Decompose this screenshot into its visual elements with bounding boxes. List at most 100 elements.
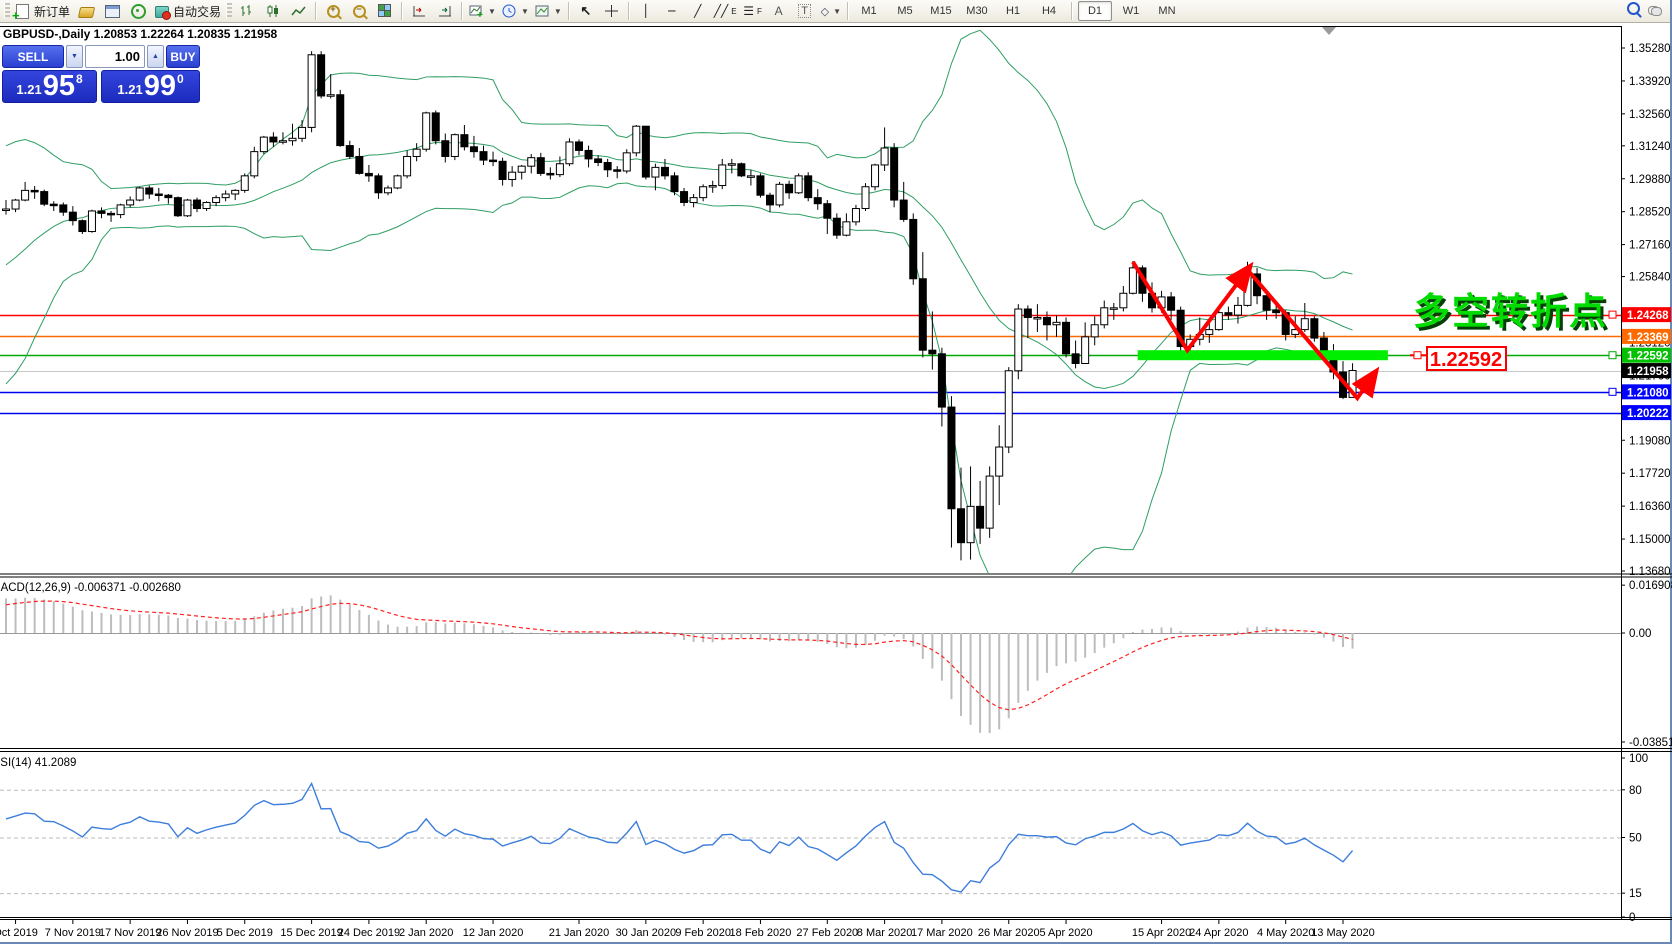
svg-text:1.27160: 1.27160 [1629,240,1671,252]
fibonacci-button[interactable]: ☰ F [743,4,762,18]
buy-button[interactable]: BUY [166,45,200,68]
auto-scroll-button[interactable] [432,1,458,21]
new-order-button[interactable]: + 新订单 [12,1,73,22]
volume-input[interactable] [85,45,145,68]
timeframe-h1-button[interactable]: H1 [1005,5,1021,17]
toolbar-grip[interactable] [226,3,233,19]
svg-text:9 Feb 2020: 9 Feb 2020 [675,927,731,939]
zoom-out-icon: − [352,4,366,18]
svg-text:+: + [477,10,483,18]
timeframe-d1-button[interactable]: D1 [1077,1,1112,21]
horizontal-price-lines[interactable] [0,314,1621,415]
candlestick-chart-button[interactable] [260,1,286,21]
timeframe-m1-button[interactable]: M1 [861,5,877,17]
chevron-down-icon: ▼ [833,6,841,16]
bid-big-digits: 95 [42,70,75,102]
tile-windows-icon [377,3,393,19]
ask-prefix: 1.21 [117,82,143,97]
price-axis[interactable]: 1.35280 1.33920 1.32560 1.31240 1.29880 1.285… [1608,43,1672,924]
svg-text:1.33920: 1.33920 [1629,76,1671,88]
crosshair-button[interactable] [599,1,625,21]
svg-text:1.21080: 1.21080 [1627,387,1669,399]
price-tag-box[interactable] [1426,346,1507,371]
equidistant-channel-button[interactable]: ╱╱ E [713,4,737,18]
chart-shift-icon [412,6,425,17]
bollinger-bands [5,29,1353,573]
text-label-button[interactable]: T [792,1,818,21]
zoom-in-button[interactable]: + [320,1,346,21]
tile-windows-button[interactable] [372,1,398,21]
svg-text:1.20222: 1.20222 [1627,408,1669,420]
bar-chart-icon [240,5,251,16]
volume-increase-button[interactable]: ▲ [147,45,164,68]
market-watch-icon [77,3,96,19]
terminal-button[interactable] [125,1,151,21]
horizontal-line-button[interactable]: ─ [659,1,685,21]
turning-point-shadow: 多空转折点 [1416,294,1611,335]
ask-price-box[interactable]: 1.21 99 0 [101,70,200,103]
cursor-button[interactable]: ↖ [573,1,599,21]
bid-price-box[interactable]: 1.21 95 8 [2,70,98,103]
support-zone-bar[interactable] [1137,350,1388,361]
line-chart-button[interactable] [286,1,312,21]
svg-text:1.17720: 1.17720 [1629,468,1671,480]
indicators-button[interactable]: + ▼ [466,1,499,21]
text-icon: A [774,4,783,18]
svg-text:8 Mar 2020: 8 Mar 2020 [857,927,913,939]
svg-text:26 Nov 2019: 26 Nov 2019 [156,927,218,939]
timeframe-m5-button[interactable]: M5 [897,5,913,17]
bar-chart-button[interactable] [234,1,260,21]
svg-text:0.00: 0.00 [1629,628,1651,640]
svg-text:5 Apr 2020: 5 Apr 2020 [1039,927,1092,939]
zoom-out-button[interactable]: − [346,1,372,21]
bid-pip-digit: 8 [75,72,83,86]
trend-arrow-down[interactable] [1245,268,1380,402]
autotrading-button[interactable]: 自动交易 [151,1,224,21]
svg-text:1.28520: 1.28520 [1629,207,1671,219]
auto-scroll-icon [438,6,451,17]
autotrading-icon [154,3,172,20]
timeframe-m15-button[interactable]: M15 [930,5,952,17]
periods-button[interactable]: ▼ [499,1,532,21]
trendline-button[interactable]: ╱ [685,1,711,21]
svg-text:1.22592: 1.22592 [1627,351,1669,363]
arrows-button[interactable]: ◇ ▼ [818,1,844,21]
timeframe-h4-button[interactable]: H4 [1041,5,1057,17]
chat-icon[interactable] [1648,6,1662,16]
sell-button[interactable]: SELL [2,45,64,68]
price-tag-text: 1.22592 [1430,349,1502,371]
templates-button[interactable]: ▼ [532,1,565,21]
chart-shift-button[interactable] [406,1,432,21]
candlesticks [2,51,1357,561]
svg-text:-0.038515: -0.038515 [1629,737,1672,749]
search-icon[interactable] [1627,2,1640,20]
candlestick-chart-icon [267,5,278,17]
timeframe-w1-button[interactable]: W1 [1122,5,1140,17]
autotrading-label: 自动交易 [173,4,222,19]
volume-decrease-button[interactable]: ▼ [66,45,83,68]
timeframe-mn-button[interactable]: MN [1158,5,1176,17]
vertical-line-button[interactable]: │ [633,1,659,21]
text-label-icon: T [798,4,811,18]
navigator-button[interactable] [99,1,125,21]
svg-text:1.23369: 1.23369 [1627,332,1669,344]
svg-text:15: 15 [1629,888,1642,900]
support-zone[interactable] [1137,350,1388,361]
bid-prefix: 1.21 [16,82,42,97]
chevron-down-icon: ▼ [553,6,562,16]
svg-text:0: 0 [1629,912,1635,924]
crosshair-icon [605,5,619,17]
line-chart-icon [291,6,306,16]
timeframe-m30-button[interactable]: M30 [966,5,988,17]
market-watch-button[interactable] [73,1,99,21]
svg-text:0.016908: 0.016908 [1629,580,1672,592]
svg-text:100: 100 [1629,753,1648,765]
svg-text:26 Mar 2020: 26 Mar 2020 [978,927,1040,939]
toolbar-grip[interactable] [4,3,10,19]
panel-collapse-arrow[interactable] [1322,27,1336,35]
trend-arrow-up[interactable] [1131,260,1254,354]
new-order-icon: + [12,3,31,22]
text-button[interactable]: A [766,1,792,21]
